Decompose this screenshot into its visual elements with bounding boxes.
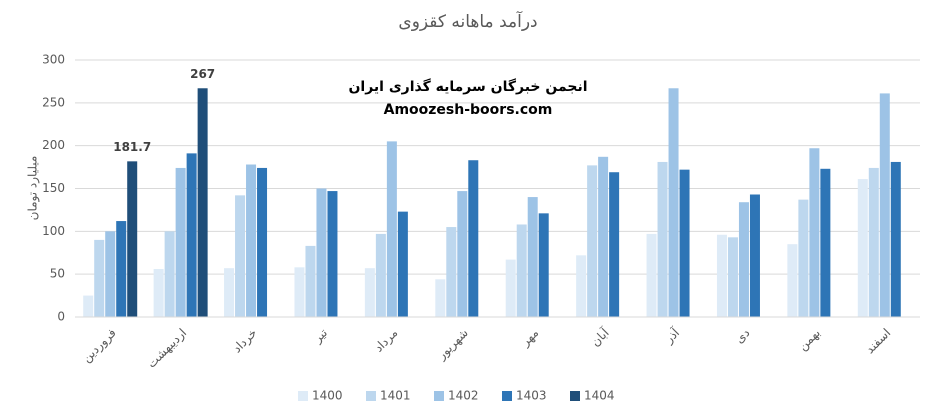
bar [516,224,527,317]
bar [609,172,620,317]
x-tick-label: دی [732,326,752,346]
bar [446,227,457,317]
bar [153,269,164,317]
x-tick-label: اردیبهشت [144,326,190,372]
bar [294,267,305,317]
legend-swatch [570,391,580,401]
legend-swatch [298,391,308,401]
bar [235,195,246,317]
bar [798,199,809,317]
legend-label: 1404 [584,389,615,403]
bar [116,221,127,317]
bar [538,213,549,317]
legend-label: 1403 [516,389,547,403]
bar [127,161,138,317]
bar [727,237,738,317]
bar [468,160,479,317]
bar [83,295,94,317]
bar [316,188,327,317]
y-tick-label: 50 [50,267,65,281]
bar [435,279,446,317]
bar [175,167,186,317]
bar [186,153,197,317]
bar [305,245,316,317]
bar [657,161,668,317]
bar [527,197,538,317]
y-tick-label: 300 [42,53,65,67]
bar [327,191,338,317]
bar [197,88,208,318]
y-tick-label: 200 [42,138,65,152]
bar [890,161,901,317]
bar [646,233,657,317]
bar [246,164,257,317]
chart-title: درآمد ماهانه کقزوی [398,10,537,32]
x-tick-label: شهریور [434,326,472,364]
bar [868,167,879,317]
x-tick-label: آذر [661,325,684,348]
bar [879,93,890,317]
y-tick-label: 100 [42,224,65,238]
value-label: 267 [190,67,215,81]
bar [164,231,175,317]
bar [105,231,116,317]
bar [738,202,749,317]
x-tick-label: مهر [518,326,542,350]
bar [576,255,587,317]
legend-swatch [434,391,444,401]
bar [716,234,727,317]
x-tick-label: فروردین [79,326,119,366]
bar [257,167,268,317]
legend-label: 1400 [312,389,343,403]
annotation: انجمن خبرگان سرمایه گذاری ایران [348,78,587,95]
bar [505,259,516,317]
bar [809,148,820,317]
bar [397,211,408,317]
bar [749,194,760,317]
legend-label: 1401 [380,389,411,403]
bar [679,169,690,317]
bar [598,156,609,317]
y-tick-label: 0 [57,310,65,324]
x-tick-label: خرداد [230,326,260,356]
bar [820,168,831,317]
y-axis-label: میلیارد تومان [26,156,41,221]
bar [94,239,105,317]
bar [364,268,375,317]
bar [787,244,798,317]
y-tick-label: 150 [42,181,65,195]
value-label: 181.7 [113,140,151,154]
legend-swatch [502,391,512,401]
x-tick-label: مرداد [371,326,401,356]
legend-swatch [366,391,376,401]
bar [386,141,397,317]
legend-label: 1402 [448,389,479,403]
bar [224,268,235,317]
bar [587,165,598,317]
x-tick-label: تیر [310,326,331,347]
bar [375,233,386,317]
x-tick-label: اسفند [863,326,894,357]
y-tick-label: 250 [42,95,65,109]
x-tick-label: بهمن [795,326,823,354]
x-tick-label: آبان [588,325,613,350]
annotation: Amoozesh-boors.com [384,102,553,118]
bar [457,191,468,317]
bar [857,179,868,317]
bar [668,88,679,318]
